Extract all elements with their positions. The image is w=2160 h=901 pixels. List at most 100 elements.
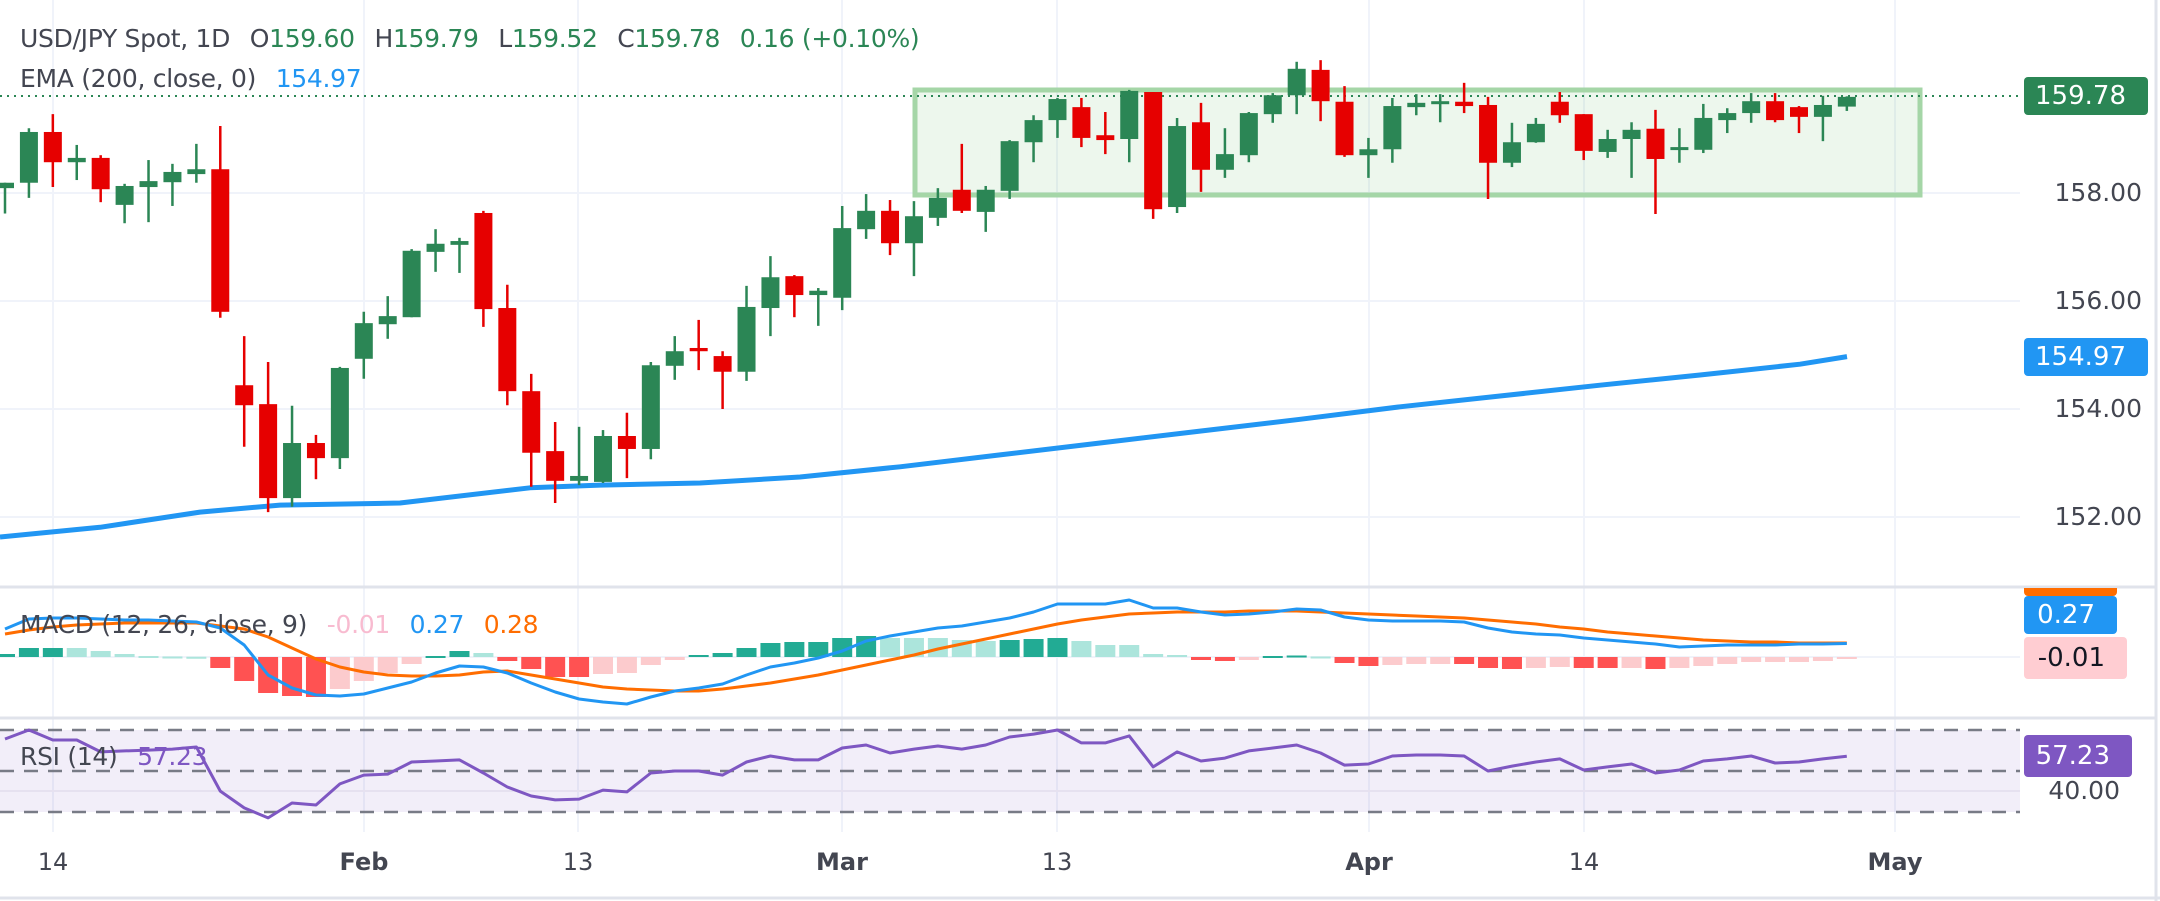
- macd-histogram-bar: [329, 657, 350, 689]
- candle-body: [737, 306, 756, 372]
- macd-histogram-bar: [186, 656, 207, 659]
- time-label-apr-14: 14: [1568, 848, 1600, 876]
- time-label-feb-13: 13: [562, 848, 594, 876]
- candle-body: [1359, 149, 1378, 156]
- candle-body: [1502, 142, 1521, 163]
- ema-value: 154.97: [275, 64, 362, 93]
- ohlc-high: H159.79: [374, 24, 479, 53]
- macd-histogram-bar: [449, 651, 470, 657]
- macd-histogram-bar: [712, 653, 733, 657]
- macd-histogram-bar: [999, 640, 1020, 657]
- candle-body: [641, 365, 660, 449]
- macd-histogram-bar: [1310, 656, 1331, 659]
- candle-body: [904, 216, 923, 244]
- symbol-title[interactable]: USD/JPY Spot, 1D: [20, 24, 231, 53]
- ohlc-close: C159.78: [617, 24, 721, 53]
- macd-histogram-bar: [1095, 645, 1116, 657]
- candle-body: [498, 308, 517, 392]
- candle-body: [1192, 122, 1210, 170]
- candle-body: [1431, 101, 1450, 105]
- candle-body: [881, 210, 900, 244]
- macd-histogram-bar: [1023, 639, 1044, 657]
- macd-histogram-bar: [1286, 655, 1307, 658]
- candle-body: [928, 197, 947, 218]
- macd-signal-tag: [2024, 588, 2117, 596]
- macd-histogram-bar: [760, 643, 781, 657]
- candle-body: [1072, 107, 1091, 138]
- candle-body: [91, 157, 110, 190]
- candle-body: [1646, 128, 1665, 159]
- candle-body: [1455, 101, 1474, 107]
- macd-histogram-bar: [1406, 657, 1427, 664]
- time-label-jan-14: 14: [37, 848, 69, 876]
- candle-body: [187, 169, 206, 175]
- last-price-tag: 159.78: [2024, 77, 2148, 115]
- macd-histogram-bar: [305, 657, 326, 697]
- candle-body: [0, 182, 14, 189]
- macd-histogram-bar: [593, 657, 613, 674]
- candle-body: [952, 189, 971, 211]
- candle-body: [713, 356, 732, 372]
- macd-histogram-bar: [521, 657, 542, 669]
- price-legend: USD/JPY Spot, 1D O159.60 H159.79 L159.52…: [20, 24, 931, 54]
- candle-body: [617, 436, 636, 449]
- macd-legend[interactable]: MACD (12, 26, close, 9) -0.01 0.27 0.28: [20, 610, 550, 640]
- candle-body: [1813, 104, 1832, 117]
- candle-body: [1144, 92, 1163, 210]
- macd-line: [4, 598, 1847, 706]
- macd-hist-tag: -0.01: [2024, 637, 2127, 679]
- macd-histogram-bar: [688, 655, 709, 657]
- candle-body: [1526, 123, 1545, 143]
- candle-body: [761, 277, 780, 309]
- candle-body: [1766, 101, 1785, 121]
- macd-histogram-bar: [1334, 657, 1355, 663]
- candle-body: [570, 475, 589, 481]
- candle-body: [1383, 106, 1402, 150]
- candle-body: [330, 367, 349, 459]
- candle-body: [1311, 69, 1330, 102]
- macd-histogram-bar: [569, 657, 590, 677]
- candle-body: [426, 243, 445, 252]
- candle-body: [1407, 102, 1426, 108]
- macd-histogram-bar: [664, 657, 685, 660]
- macd-histogram-bar: [1191, 657, 1211, 660]
- macd-histogram-bar: [1549, 657, 1570, 667]
- macd-line-value: 0.27: [409, 610, 465, 639]
- candle-body: [354, 323, 373, 359]
- ema-legend[interactable]: EMA (200, close, 0) 154.97: [20, 64, 373, 94]
- rsi-level-40: 40.00: [2048, 776, 2120, 805]
- price-change: 0.16 (+0.10%): [739, 24, 920, 53]
- candle-body: [1670, 147, 1689, 151]
- rsi-legend[interactable]: RSI (14) 57.23: [20, 742, 219, 772]
- rsi-value: 57.23: [137, 742, 208, 771]
- time-label-apr: Apr: [1345, 848, 1393, 876]
- macd-histogram-bar: [497, 657, 518, 661]
- rsi-line: [4, 728, 1847, 820]
- macd-histogram-bar: [138, 656, 159, 658]
- candle-body: [1096, 135, 1115, 141]
- ema-price-tag: 154.97: [2024, 338, 2148, 376]
- macd-histogram-bar: [1214, 657, 1235, 661]
- macd-histogram-bar: [353, 657, 374, 681]
- macd-histogram-bar: [1812, 657, 1833, 661]
- macd-histogram-bar: [1693, 657, 1714, 666]
- candle-body: [833, 228, 852, 298]
- candle-body: [594, 436, 612, 482]
- macd-histogram-bar: [784, 642, 805, 657]
- candle-body: [809, 290, 828, 296]
- macd-histogram-bar: [425, 656, 446, 658]
- candle-body: [1622, 129, 1641, 139]
- macd-histogram-bar: [234, 657, 255, 681]
- macd-histogram-bar: [1789, 657, 1809, 662]
- candle-body: [259, 404, 278, 499]
- candle-body: [1742, 101, 1761, 114]
- macd-histogram-bar: [1262, 656, 1283, 658]
- macd-label: MACD (12, 26, close, 9): [20, 610, 308, 639]
- macd-histogram-bar: [1741, 657, 1762, 662]
- macd-histogram-bar: [1597, 657, 1618, 668]
- candle-body: [546, 451, 565, 481]
- ema-200-line: [0, 354, 1848, 540]
